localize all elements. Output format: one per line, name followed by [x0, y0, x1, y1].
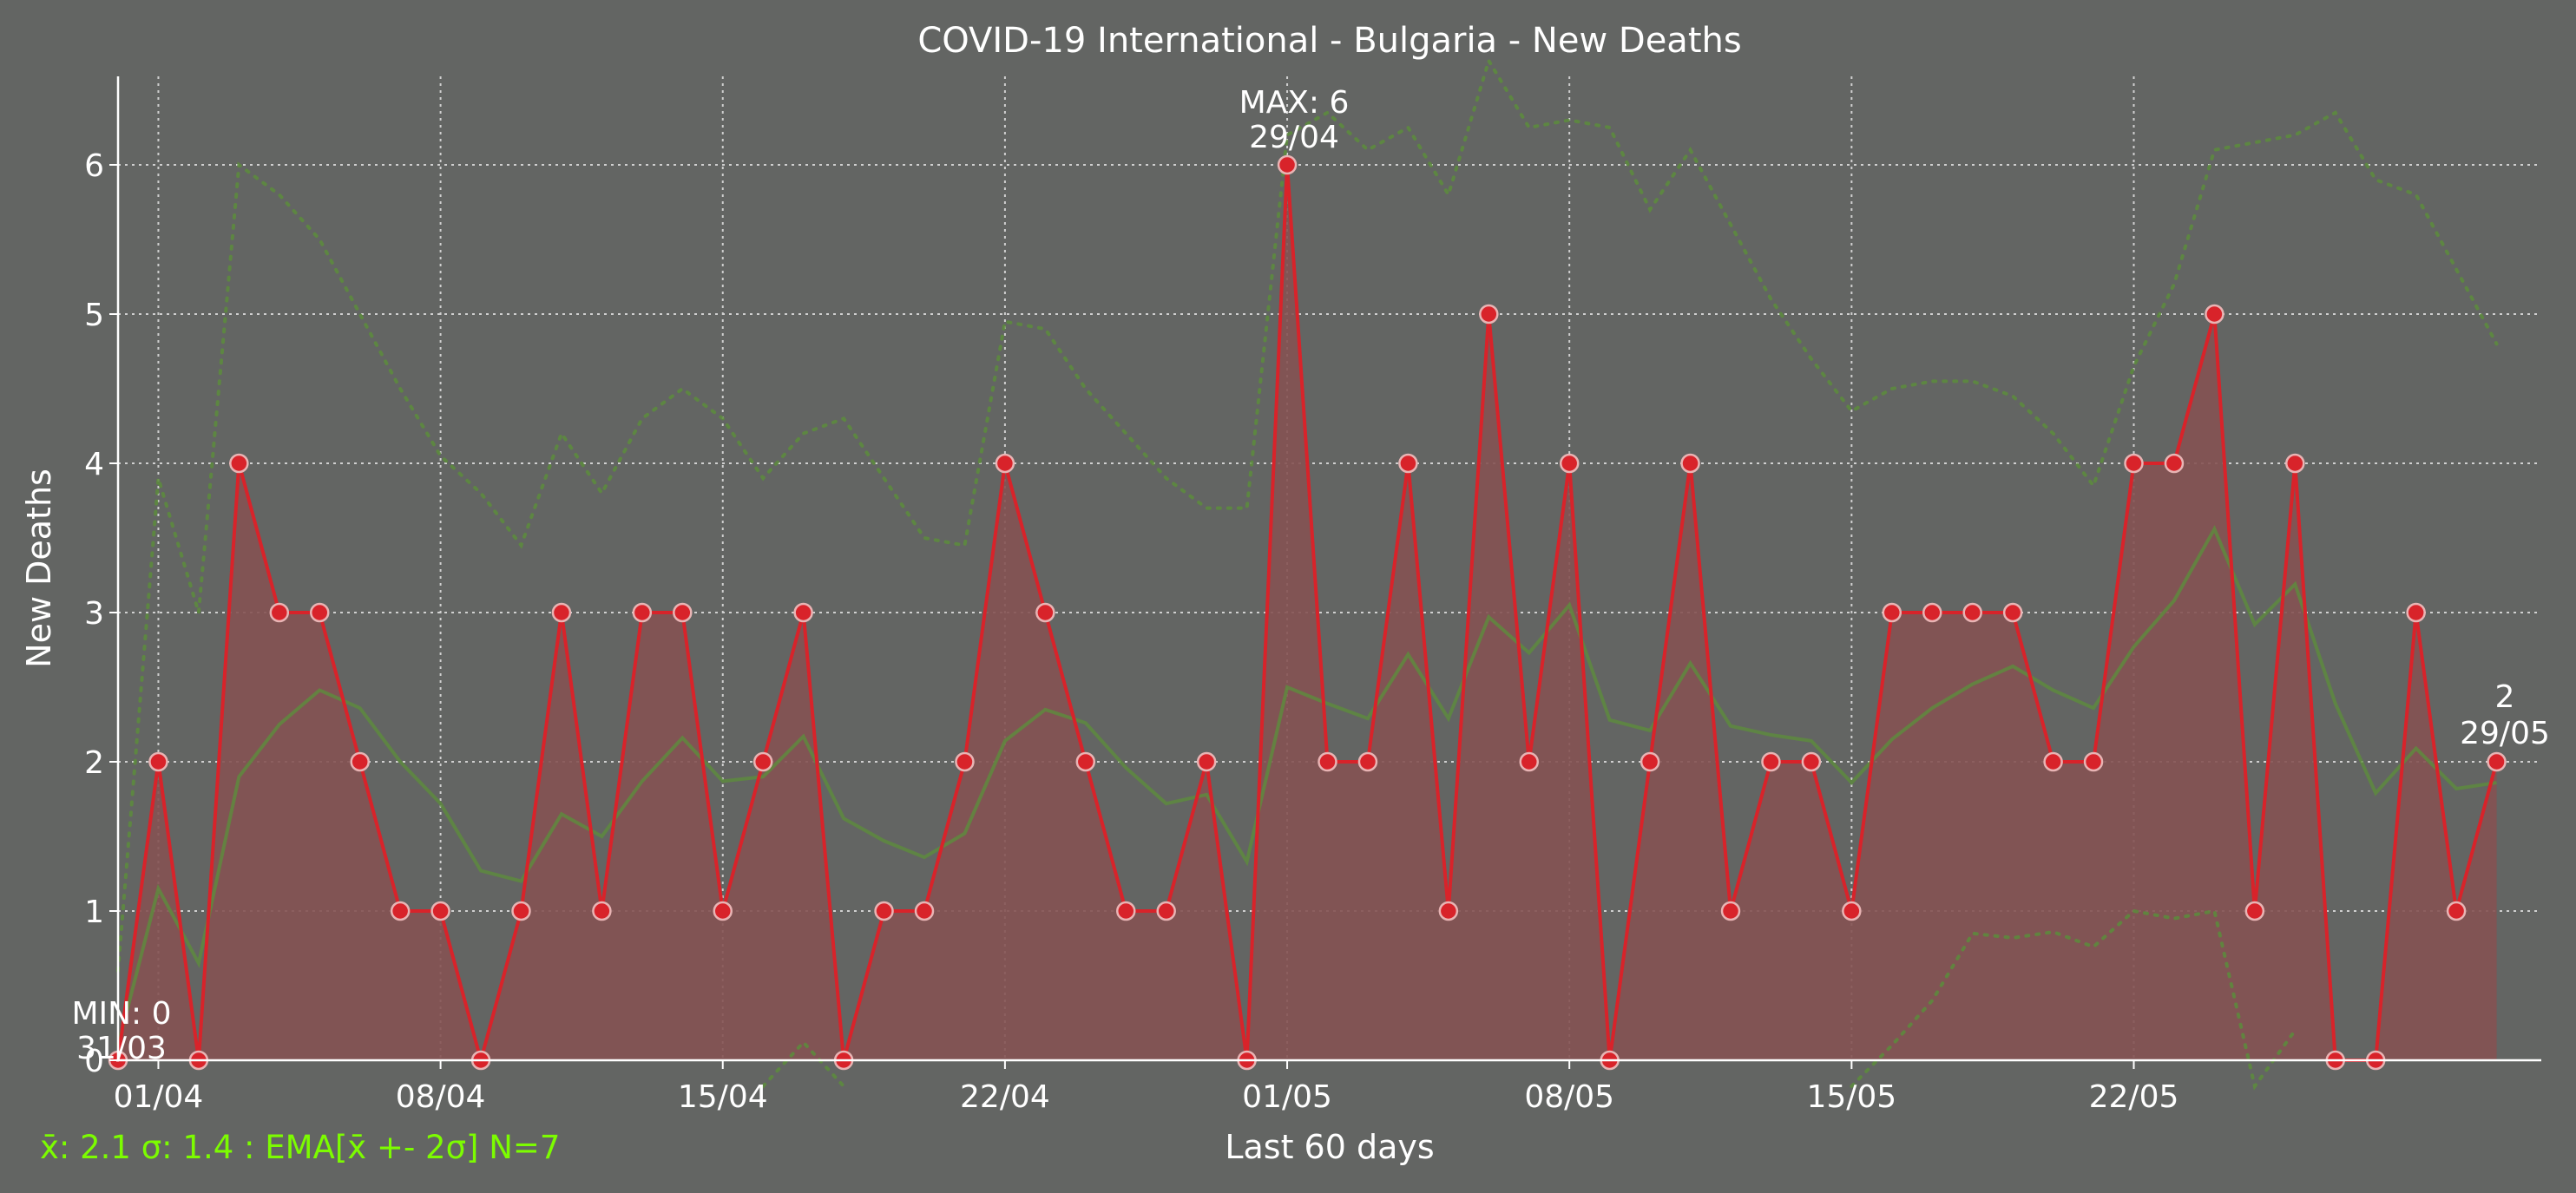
data-point	[430, 901, 450, 921]
stats-footer: x̄: 2.1 σ: 1.4 : EMA[x̄ +- 2σ] N=7	[40, 1129, 560, 1166]
data-point	[955, 751, 975, 772]
data-point	[2124, 453, 2144, 474]
last-value-label: 2	[2495, 679, 2515, 715]
data-point	[1962, 602, 1982, 623]
data-point	[1720, 901, 1741, 921]
x-tick-label: 01/05	[1242, 1079, 1332, 1115]
y-ticks: 0 1 2 3 4 5 6	[84, 148, 118, 1079]
data-point	[1519, 751, 1539, 772]
data-point	[390, 901, 411, 921]
data-point	[1640, 751, 1660, 772]
max-date-label: 29/04	[1249, 120, 1339, 155]
data-point	[2083, 751, 2104, 772]
data-point	[1075, 751, 1096, 772]
y-tick-label: 6	[84, 148, 104, 184]
data-point	[2446, 901, 2467, 921]
data-point	[1357, 751, 1378, 772]
y-axis-label: New Deaths	[20, 469, 58, 668]
last-date-label: 29/05	[2460, 716, 2550, 751]
data-point	[1479, 304, 1499, 324]
area-fill	[118, 165, 2497, 1060]
y-tick-label: 3	[84, 596, 104, 632]
upper-band-line	[116, 56, 2499, 973]
data-point	[673, 602, 693, 623]
data-point	[1318, 751, 1337, 772]
annotations-layer: MAX: 6 29/04 MIN: 0 31/03 2 29/05	[71, 85, 2549, 1066]
data-point	[752, 751, 773, 772]
data-point	[1156, 901, 1176, 921]
data-point	[1801, 751, 1822, 772]
data-point	[1842, 901, 1862, 921]
x-ticks: 01/04 08/04 15/04 22/04 01/05 08/05 15/05 22/05	[114, 1060, 2179, 1115]
y-tick-label: 4	[84, 447, 104, 482]
data-point	[310, 602, 330, 623]
lower-band-line	[761, 908, 2297, 1091]
data-point	[269, 602, 290, 623]
data-point	[1438, 901, 1459, 921]
data-point	[2244, 901, 2265, 921]
data-point	[914, 901, 935, 921]
data-point	[632, 602, 653, 623]
x-tick-label: 08/04	[396, 1079, 486, 1115]
x-axis-label: Last 60 days	[1225, 1128, 1434, 1166]
ema-line	[116, 525, 2497, 1046]
data-point	[1116, 901, 1136, 921]
data-point	[2043, 751, 2063, 772]
data-point	[350, 751, 370, 772]
y-tick-label: 0	[84, 1044, 104, 1079]
x-tick-label: 01/04	[114, 1079, 204, 1115]
data-point	[148, 751, 168, 772]
axes	[116, 76, 2541, 1062]
data-point	[995, 453, 1015, 474]
data-point	[2205, 304, 2224, 324]
data-point	[1922, 602, 1942, 623]
series-layer	[116, 164, 2499, 1067]
data-point	[1398, 453, 1418, 474]
data-point	[2487, 751, 2507, 772]
data-point	[511, 901, 531, 921]
data-point	[1882, 602, 1902, 623]
x-tick-label: 22/04	[960, 1079, 1050, 1115]
data-point	[2285, 453, 2305, 474]
x-tick-label: 15/05	[1806, 1079, 1896, 1115]
deaths-line	[116, 164, 2499, 1067]
min-date-label: 31/03	[76, 1031, 167, 1066]
y-tick-label: 1	[84, 895, 104, 930]
data-point	[592, 901, 612, 921]
area-layer	[118, 165, 2497, 1060]
data-point	[2164, 453, 2185, 474]
x-tick-label: 22/05	[2089, 1079, 2179, 1115]
data-point	[1196, 751, 1217, 772]
data-point	[1559, 453, 1580, 474]
data-point	[229, 453, 249, 474]
data-point	[2406, 602, 2426, 623]
data-point	[1277, 154, 1298, 175]
y-tick-label: 2	[84, 745, 104, 781]
data-point	[1761, 751, 1781, 772]
y-tick-label: 5	[84, 298, 104, 333]
x-tick-label: 15/04	[678, 1079, 768, 1115]
data-point	[713, 901, 733, 921]
x-tick-label: 08/05	[1524, 1079, 1614, 1115]
band-layer	[116, 56, 2499, 1091]
min-value-label: MIN: 0	[71, 996, 171, 1032]
data-point	[874, 901, 894, 921]
data-point	[793, 602, 813, 623]
chart-title: COVID-19 International - Bulgaria - New …	[917, 21, 1741, 61]
data-point	[1680, 453, 1700, 474]
data-point	[551, 602, 572, 623]
data-point	[2002, 602, 2023, 623]
data-point	[1035, 602, 1055, 623]
max-value-label: MAX: 6	[1239, 85, 1350, 121]
